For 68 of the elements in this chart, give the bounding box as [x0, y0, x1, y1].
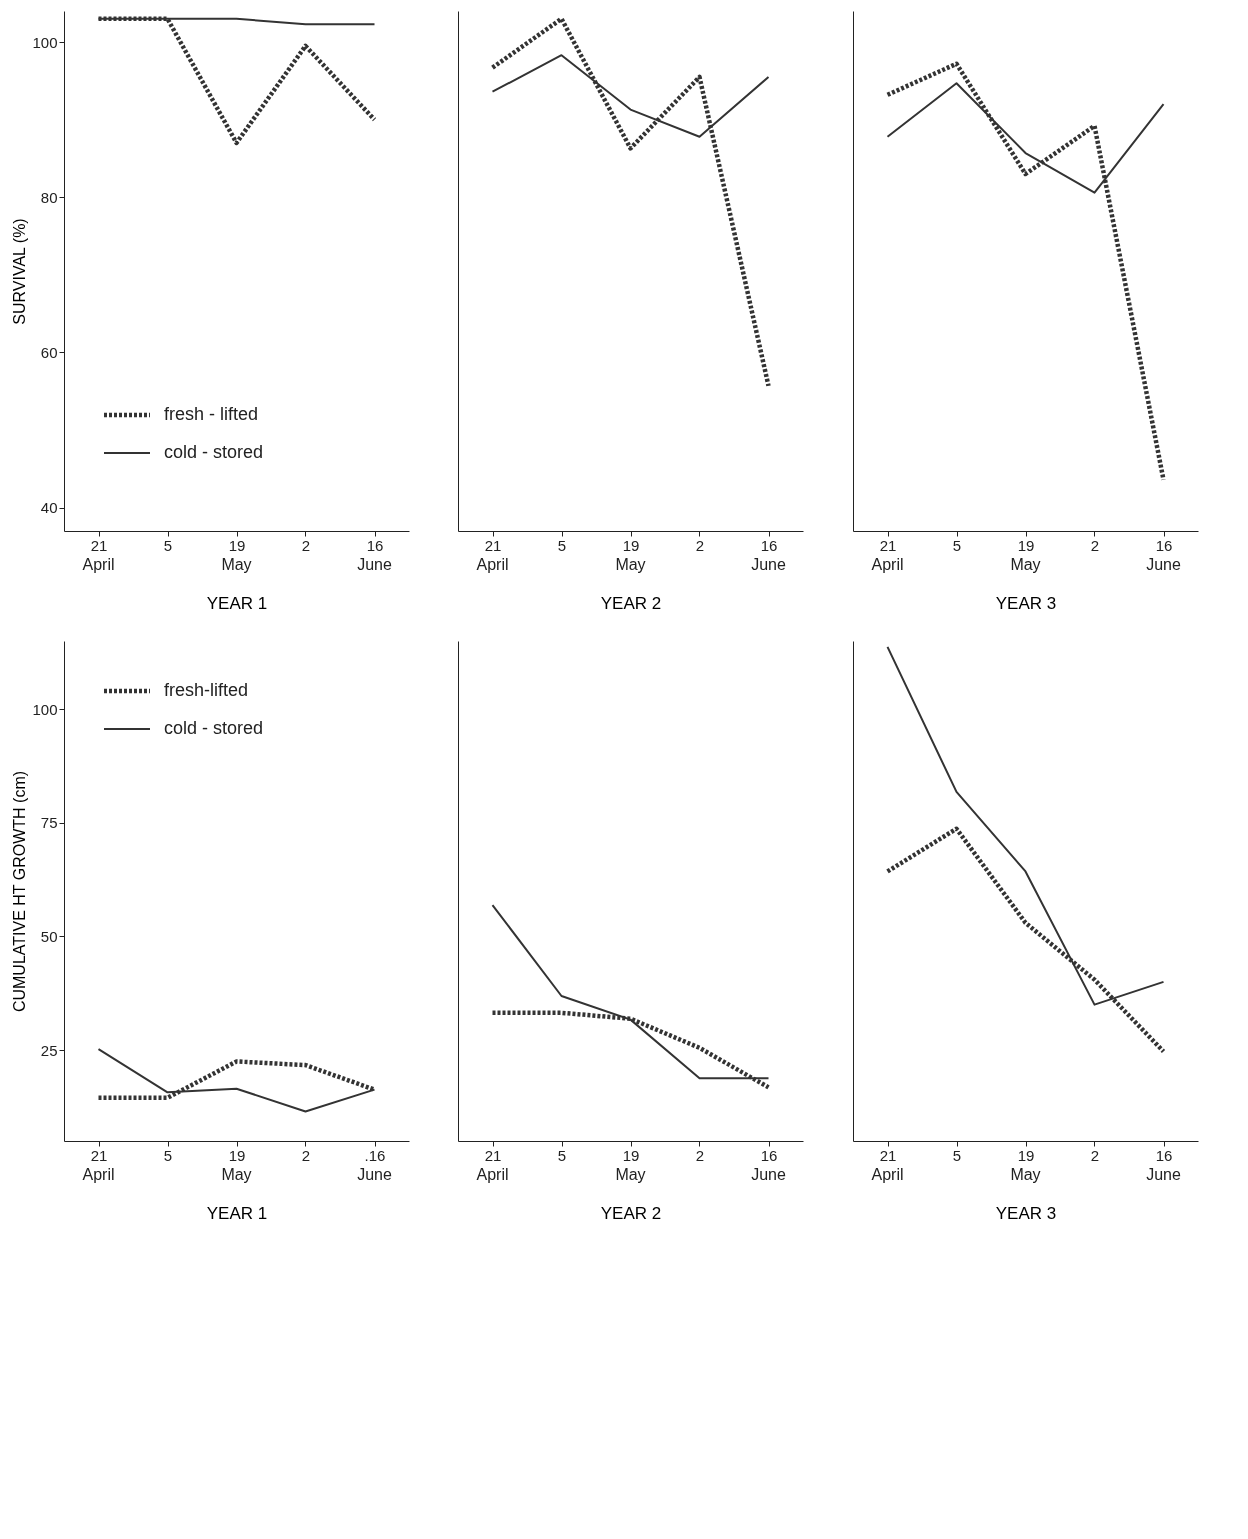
- legend-label: fresh - lifted: [164, 404, 259, 424]
- x-tick-label: 19: [622, 536, 640, 554]
- y-tick-label: 100: [32, 33, 58, 51]
- y-tick-label: 60: [40, 343, 58, 361]
- x-tick-label: 21: [879, 536, 896, 554]
- text: June: [751, 1166, 787, 1183]
- text: May: [1010, 556, 1041, 573]
- legend-label: cold - stored: [164, 442, 264, 462]
- text: June: [1145, 1166, 1181, 1183]
- text: April: [82, 1166, 115, 1183]
- x-tick-label: 2: [1090, 536, 1099, 554]
- x-tick-label: 5: [558, 536, 567, 554]
- text: May: [1010, 1166, 1041, 1183]
- x-tick-label: 19: [228, 536, 246, 554]
- text: May: [221, 556, 252, 573]
- legend-label: cold - stored: [164, 718, 264, 738]
- y-tick-label: 40: [40, 499, 58, 517]
- x-tick-label: 19: [1017, 1146, 1034, 1164]
- y-tick-label: 100: [32, 700, 58, 718]
- y-tick-label: 50: [40, 927, 58, 945]
- x-tick-label: 5: [558, 1146, 567, 1164]
- y-tick-label: 80: [40, 188, 58, 206]
- text: May: [615, 1166, 646, 1183]
- x-tick-label: 16: [366, 536, 384, 554]
- x-tick-label: 16: [1155, 1146, 1172, 1164]
- x-tick-label: 19: [1017, 536, 1034, 554]
- text: April: [82, 556, 115, 573]
- x-axis-title: YEAR 3: [995, 1203, 1056, 1223]
- text: June: [357, 556, 392, 573]
- x-axis-title: YEAR 3: [995, 593, 1056, 613]
- x-tick-label: 21: [90, 1146, 108, 1164]
- text: June: [357, 1166, 392, 1183]
- x-axis-title: YEAR 1: [206, 1203, 268, 1223]
- x-tick-label: 5: [952, 1146, 961, 1164]
- text: April: [871, 1166, 904, 1183]
- y-tick-label: 25: [40, 1041, 58, 1059]
- text: June: [751, 556, 787, 573]
- x-tick-label: 5: [952, 536, 961, 554]
- x-tick-label: 2: [1090, 1146, 1099, 1164]
- text: May: [615, 556, 646, 573]
- x-tick-label: 5: [163, 1146, 173, 1164]
- x-tick-label: 21: [879, 1146, 896, 1164]
- x-tick-label: 16: [760, 1146, 778, 1164]
- x-tick-label: 16: [760, 536, 778, 554]
- y-tick-label: 75: [40, 814, 58, 832]
- y-axis-title: SURVIVAL (%): [11, 218, 29, 325]
- x-axis-title: YEAR 1: [206, 593, 268, 613]
- x-tick-label: .16: [364, 1146, 386, 1164]
- x-axis-title: YEAR 2: [601, 1203, 662, 1223]
- x-tick-label: 19: [228, 1146, 246, 1164]
- legend-label: fresh-lifted: [164, 680, 249, 700]
- x-tick-label: 2: [301, 536, 311, 554]
- x-tick-label: 21: [484, 536, 502, 554]
- text: April: [476, 556, 509, 573]
- y-axis-title: CUMULATIVE HT GROWTH (cm): [11, 770, 29, 1013]
- x-axis-title: YEAR 2: [601, 593, 662, 613]
- x-tick-label: 5: [163, 536, 173, 554]
- text: April: [871, 556, 904, 573]
- text: April: [476, 1166, 509, 1183]
- x-tick-label: 2: [696, 536, 705, 554]
- text: June: [1145, 556, 1181, 573]
- x-tick-label: 21: [484, 1146, 502, 1164]
- x-tick-label: 2: [301, 1146, 311, 1164]
- x-tick-label: 21: [90, 536, 108, 554]
- x-tick-label: 2: [696, 1146, 705, 1164]
- x-tick-label: 19: [622, 1146, 640, 1164]
- x-tick-label: 16: [1155, 536, 1172, 554]
- text: May: [221, 1166, 252, 1183]
